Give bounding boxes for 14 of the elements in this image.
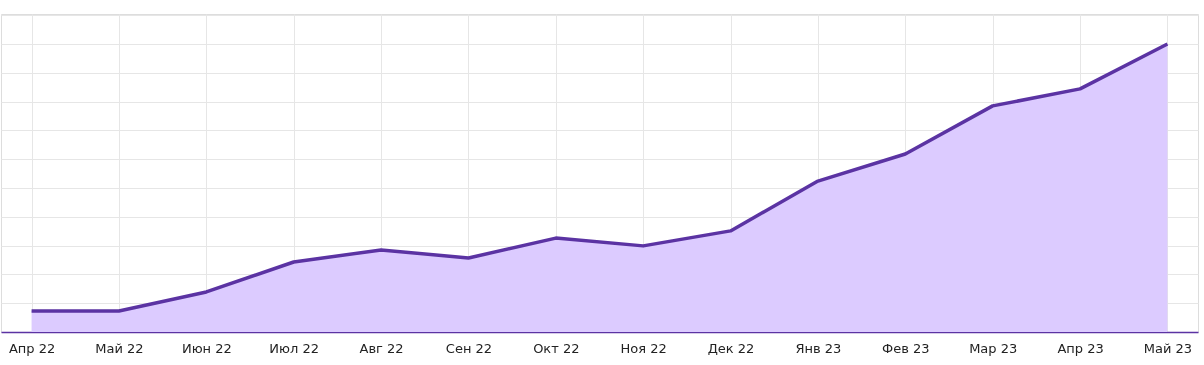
x-tick-label: Янв 23 <box>795 340 842 356</box>
x-tick-label: Июл 22 <box>269 340 320 356</box>
x-tick-label: Май 22 <box>95 340 144 356</box>
x-tick-label: Июн 22 <box>181 340 232 356</box>
x-tick-label: Сен 22 <box>445 340 493 356</box>
x-tick-label: Апр 22 <box>8 340 56 356</box>
x-tick-label: Ноя 22 <box>620 340 667 356</box>
x-tick-label: Апр 23 <box>1057 340 1104 356</box>
x-tick-label: Авг 22 <box>359 340 404 356</box>
x-tick-label: Дек 22 <box>707 340 755 356</box>
x-tick-label: Май 23 <box>1143 340 1193 356</box>
x-tick-label: Мар 23 <box>969 340 1018 356</box>
x-tick-label: Фев 23 <box>882 340 930 356</box>
x-tick-label: Окт 22 <box>533 340 580 356</box>
